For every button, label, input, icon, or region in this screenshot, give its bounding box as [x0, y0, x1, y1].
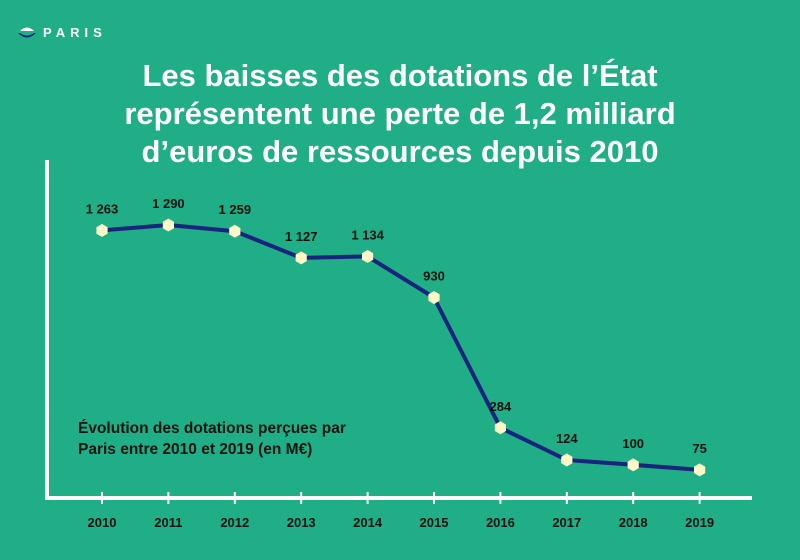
data-label: 100	[622, 436, 644, 451]
data-label: 75	[692, 441, 706, 456]
title-line: représentent une perte de 1,2 milliard	[124, 96, 676, 131]
data-label: 124	[556, 431, 578, 446]
data-point	[295, 251, 307, 265]
x-tick-label: 2012	[220, 515, 249, 530]
paris-boat-icon	[18, 27, 36, 37]
chart-subtitle: Évolution des dotations perçues par Pari…	[78, 418, 346, 460]
x-tick-label: 2019	[685, 515, 714, 530]
x-tick-label: 2010	[88, 515, 117, 530]
x-tick-label: 2015	[420, 515, 449, 530]
data-label: 930	[423, 269, 445, 284]
data-point	[162, 218, 174, 232]
x-tick-label: 2018	[619, 515, 648, 530]
data-label: 1 263	[86, 201, 119, 216]
series-line	[101, 223, 700, 472]
data-point	[428, 291, 440, 305]
data-markers	[96, 218, 706, 477]
data-label: 1 259	[219, 202, 252, 217]
data-labels: 1 263 1 290 1 259 1 127 1 134 930 284 124 100 75	[86, 196, 707, 456]
data-point	[494, 421, 506, 435]
x-tick-label: 2014	[353, 515, 383, 530]
data-label: 1 134	[351, 227, 384, 242]
x-tick-label: 2016	[486, 515, 515, 530]
data-label: 1 290	[152, 196, 185, 211]
title-line: d’euros de ressources depuis 2010	[141, 134, 659, 169]
x-tick-label: 2013	[287, 515, 316, 530]
logo-text: PARIS	[43, 25, 107, 40]
subtitle-line: Paris entre 2010 et 2019 (en M€)	[78, 441, 313, 458]
data-point	[561, 453, 573, 467]
x-tick-label: 2011	[154, 515, 182, 530]
page-title: Les baisses des dotations de l’État repr…	[90, 57, 710, 171]
data-point	[362, 249, 374, 263]
x-tick-labels: 2010 2011 2012 2013 2014 2015 2016 2017 2018 2019	[88, 515, 715, 530]
data-point	[627, 458, 639, 472]
subtitle-line: Évolution des dotations perçues par	[78, 420, 346, 437]
data-point	[96, 223, 108, 237]
title-line: Les baisses des dotations de l’État	[142, 58, 658, 93]
data-label: 1 127	[285, 229, 318, 244]
data-label: 284	[490, 399, 512, 414]
x-tick-label: 2017	[552, 515, 581, 530]
paris-logo: PARIS	[18, 25, 107, 40]
x-ticks	[101, 492, 701, 504]
data-point	[694, 463, 706, 477]
data-point	[229, 224, 241, 238]
